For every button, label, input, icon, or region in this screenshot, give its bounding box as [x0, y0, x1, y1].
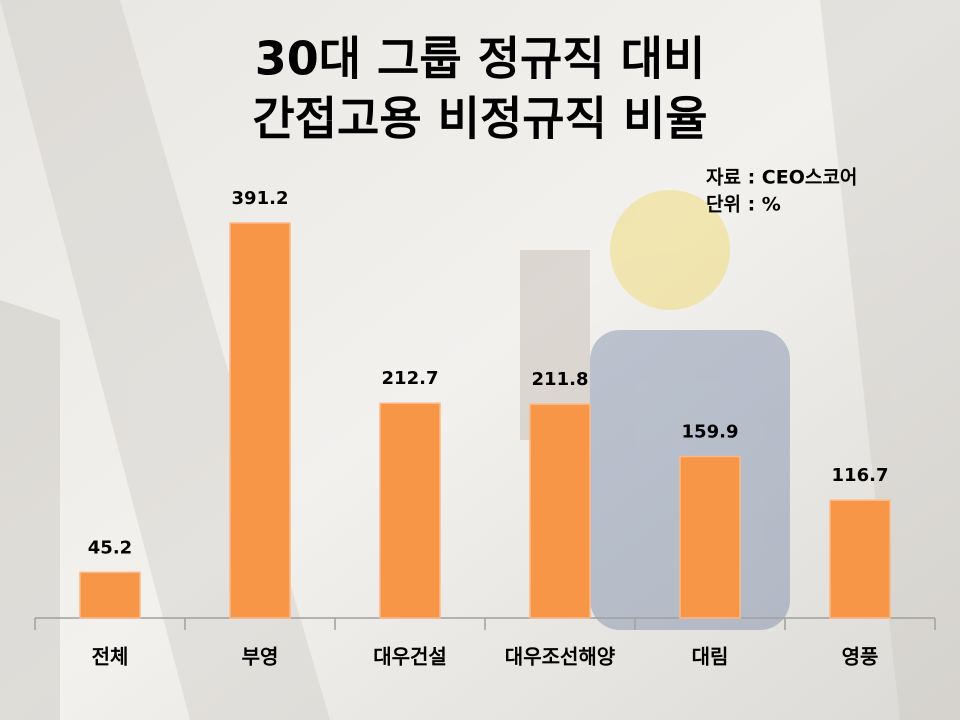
- bar: [679, 455, 741, 619]
- x-tick-label: 대우조선해양: [505, 645, 616, 669]
- x-tick-label: 부영: [242, 645, 279, 669]
- bar: [379, 402, 441, 619]
- data-label: 211.8: [532, 369, 589, 390]
- x-tick-label: 대우건설: [373, 645, 447, 669]
- data-label: 116.7: [832, 465, 889, 486]
- bar: [79, 571, 141, 619]
- data-label: 45.2: [88, 537, 132, 558]
- data-label: 391.2: [232, 188, 289, 209]
- chart-title: 30대 그룹 정규직 대비: [255, 32, 706, 86]
- x-tick-label: 대림: [692, 645, 729, 669]
- source-note: 자료 : CEO스코어: [706, 167, 857, 189]
- bar: [529, 403, 591, 619]
- unit-note: 단위 : %: [706, 194, 781, 216]
- chart-title: 간접고용 비정규직 비율: [252, 92, 707, 146]
- bar: [829, 499, 891, 619]
- data-label: 159.9: [682, 422, 739, 443]
- bar: [229, 222, 291, 619]
- x-tick-label: 영풍: [842, 645, 879, 669]
- data-label: 212.7: [382, 368, 439, 389]
- x-tick-label: 전체: [92, 645, 129, 669]
